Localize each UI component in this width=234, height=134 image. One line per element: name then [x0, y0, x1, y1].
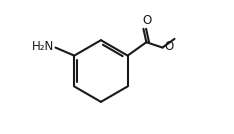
Text: O: O	[142, 14, 151, 27]
Text: O: O	[164, 40, 173, 53]
Text: H₂N: H₂N	[32, 40, 54, 53]
